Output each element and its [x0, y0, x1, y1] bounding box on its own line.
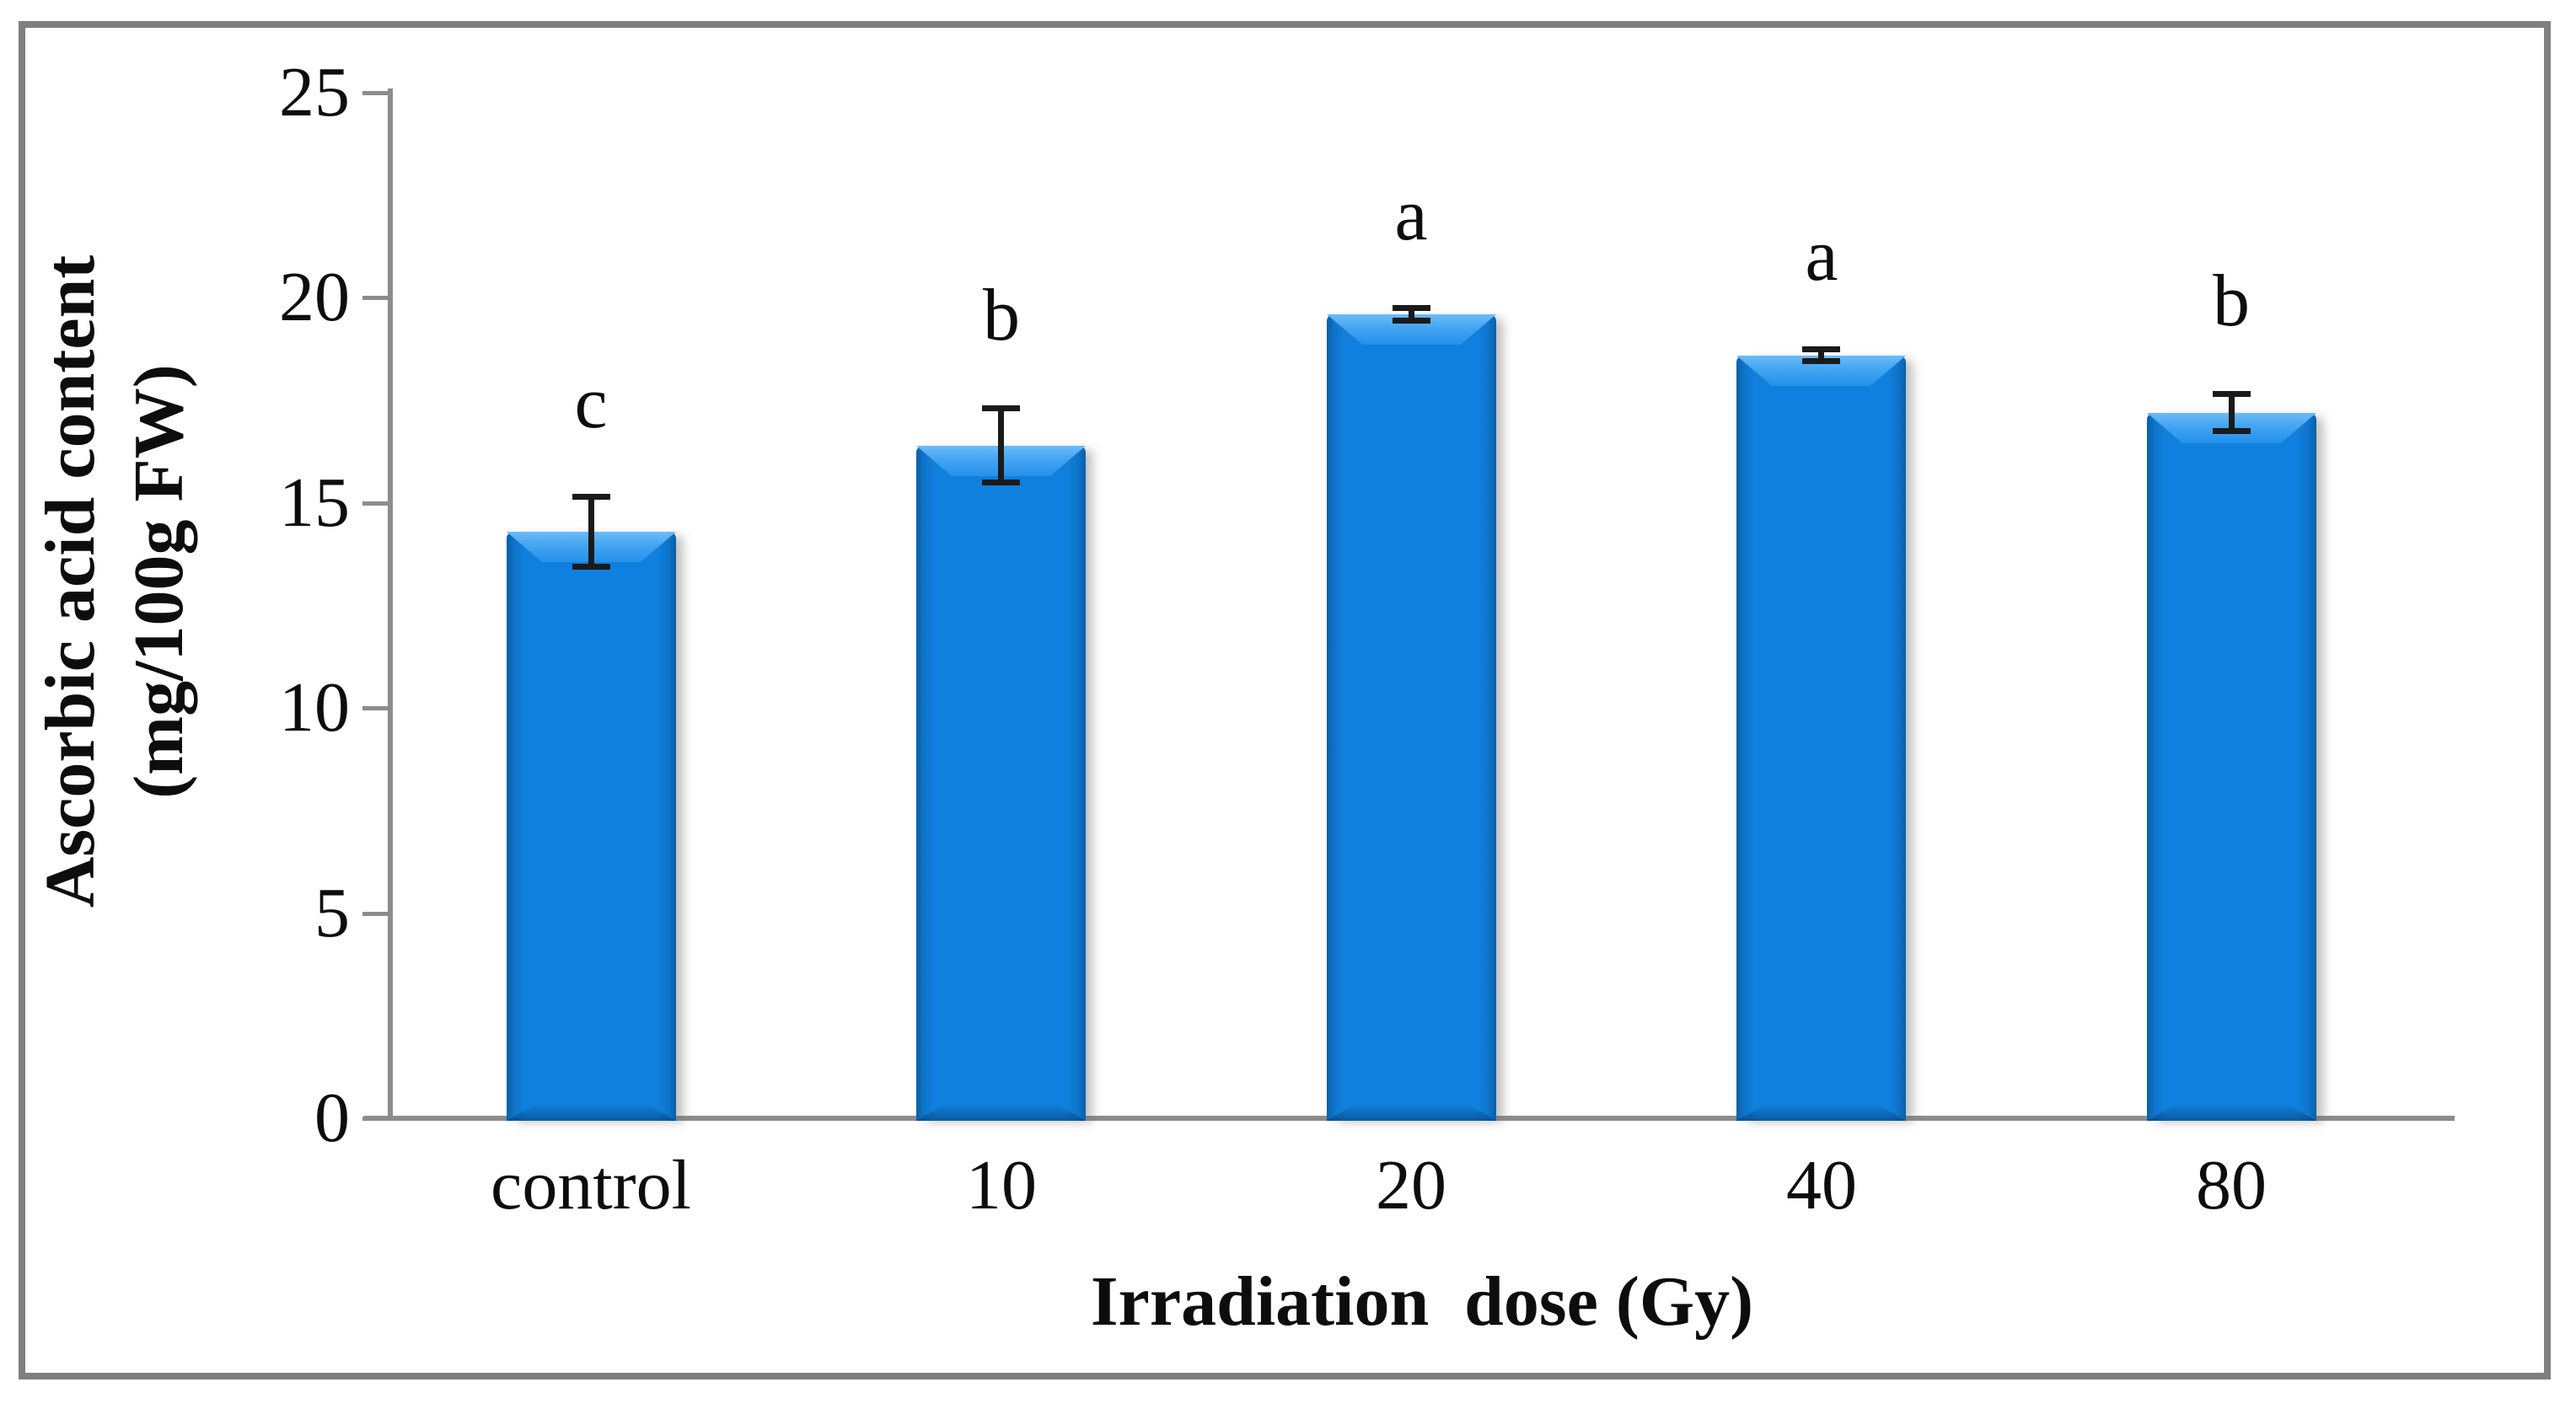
y-tick-label-25: 25 [279, 53, 350, 131]
error-bar-cap-top-10 [982, 405, 1020, 411]
error-bar-line-control [588, 496, 594, 566]
significance-letter-40: a [1805, 215, 1838, 297]
y-tick-mark-20 [362, 296, 388, 301]
y-axis-title-line2: (mg/100g FW) [120, 364, 198, 799]
y-axis-title-line1: Ascorbic acid content [31, 254, 110, 908]
bar-10 [916, 446, 1086, 1121]
error-bar-line-20 [1409, 308, 1414, 321]
y-axis-line [388, 88, 393, 1121]
y-tick-label-5: 5 [314, 873, 350, 952]
error-bar-cap-bottom-40 [1802, 358, 1840, 364]
bar-40 [1736, 356, 1906, 1121]
error-bar-line-80 [2229, 394, 2235, 431]
error-bar-cap-top-80 [2213, 391, 2251, 397]
y-tick-mark-10 [362, 706, 388, 711]
error-bar-cap-bottom-10 [982, 479, 1020, 485]
y-tick-label-10: 10 [279, 668, 350, 747]
x-tick-label-80: 80 [2196, 1146, 2267, 1224]
y-tick-mark-15 [362, 501, 388, 506]
error-bar-cap-bottom-20 [1393, 318, 1430, 324]
y-tick-label-20: 20 [279, 258, 350, 337]
significance-letter-control: c [574, 362, 608, 444]
y-tick-label-15: 15 [279, 463, 350, 542]
bar-80 [2147, 413, 2316, 1121]
y-axis-title-text: Ascorbic acid content (mg/100g FW) [26, 0, 203, 1256]
x-axis-title: Irradiation dose (Gy) [1090, 1262, 1754, 1341]
x-tick-label-10: 10 [966, 1146, 1037, 1224]
error-bar-cap-top-20 [1393, 305, 1430, 311]
error-bar-cap-bottom-80 [2213, 428, 2251, 434]
error-bar-cap-bottom-control [572, 564, 610, 570]
error-bar-cap-top-control [572, 494, 610, 500]
bar-control [507, 532, 676, 1121]
error-bar-line-40 [1818, 349, 1824, 362]
significance-letter-80: b [2213, 260, 2250, 342]
y-tick-mark-25 [362, 91, 388, 95]
x-tick-label-40: 40 [1786, 1146, 1857, 1224]
y-tick-mark-5 [362, 911, 388, 916]
significance-letter-10: b [983, 275, 1020, 356]
bar-20 [1327, 314, 1496, 1121]
error-bar-line-10 [998, 409, 1004, 483]
significance-letter-20: a [1394, 174, 1428, 256]
figure-border [19, 21, 2551, 1380]
x-tick-label-control: control [491, 1146, 691, 1224]
y-tick-mark-0 [362, 1117, 388, 1121]
error-bar-cap-top-40 [1802, 346, 1840, 352]
x-tick-label-20: 20 [1376, 1146, 1446, 1224]
y-tick-label-0: 0 [314, 1079, 350, 1157]
